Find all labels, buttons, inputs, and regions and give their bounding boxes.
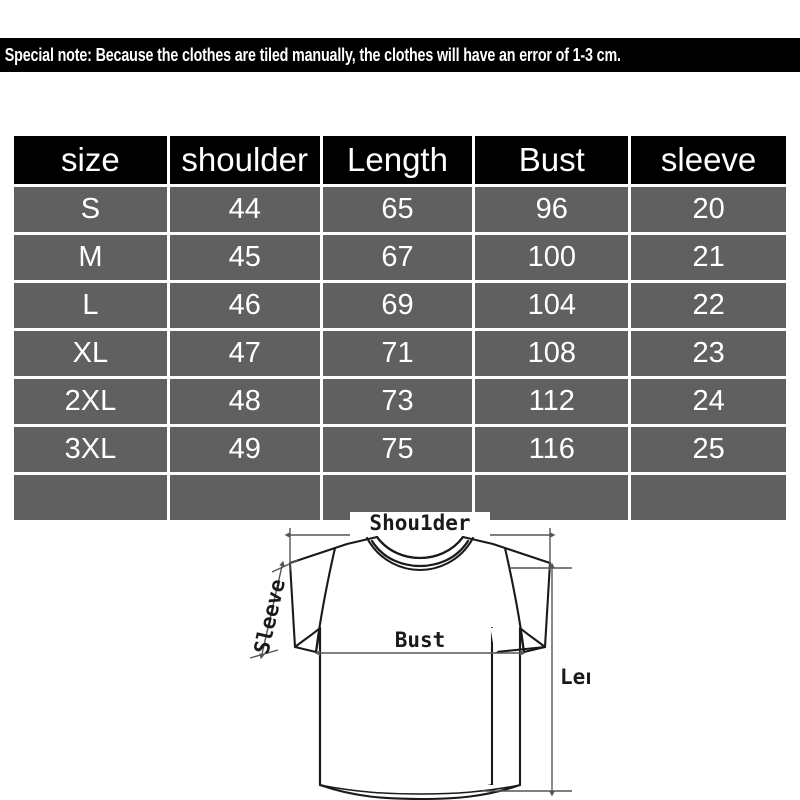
table-row-empty (14, 475, 786, 520)
cell-shoulder (169, 475, 320, 520)
bust-dimension: Bust (314, 628, 526, 656)
tshirt-measurement-diagram: Shou1der Sleeve Bust Length (220, 500, 590, 800)
cell-sleeve (631, 475, 786, 520)
table-row: S 44 65 96 20 (14, 187, 786, 232)
cell-size: 2XL (14, 379, 167, 424)
shoulder-dimension: Shou1der (284, 511, 556, 570)
cell-shoulder: 48 (169, 379, 320, 424)
size-chart-table: size shoulder Length Bust sleeve S 44 65… (14, 136, 786, 520)
cell-bust: 112 (475, 379, 629, 424)
column-header-size: size (14, 136, 167, 184)
cell-bust: 104 (475, 283, 629, 328)
table-row: 3XL 49 75 116 25 (14, 427, 786, 472)
cell-sleeve: 24 (631, 379, 786, 424)
table-row: L 46 69 104 22 (14, 283, 786, 328)
table-row: M 45 67 100 21 (14, 235, 786, 280)
length-dimension: Length (482, 562, 590, 797)
special-note-band: Special note: Because the clothes are ti… (0, 38, 800, 72)
cell-size: XL (14, 331, 167, 376)
table-row: 2XL 48 73 112 24 (14, 379, 786, 424)
cell-size: L (14, 283, 167, 328)
tshirt-outline (288, 535, 552, 800)
cell-size: 3XL (14, 427, 167, 472)
bust-label: Bust (395, 628, 446, 652)
cell-shoulder: 45 (169, 235, 320, 280)
cell-bust: 116 (475, 427, 629, 472)
cell-sleeve: 21 (631, 235, 786, 280)
cell-length: 75 (322, 427, 473, 472)
special-note-text: Special note: Because the clothes are ti… (4, 45, 621, 65)
column-header-bust: Bust (475, 136, 629, 184)
table-header-row: size shoulder Length Bust sleeve (14, 136, 786, 184)
column-header-sleeve: sleeve (631, 136, 786, 184)
cell-bust: 100 (475, 235, 629, 280)
column-header-length: Length (322, 136, 473, 184)
cell-shoulder: 47 (169, 331, 320, 376)
cell-shoulder: 49 (169, 427, 320, 472)
sleeve-label: Sleeve (249, 577, 289, 656)
cell-bust: 108 (475, 331, 629, 376)
cell-sleeve: 20 (631, 187, 786, 232)
cell-size (14, 475, 167, 520)
cell-bust: 96 (475, 187, 629, 232)
cell-length: 65 (322, 187, 473, 232)
cell-length: 71 (322, 331, 473, 376)
cell-length: 73 (322, 379, 473, 424)
cell-length: 69 (322, 283, 473, 328)
cell-shoulder: 46 (169, 283, 320, 328)
cell-size: S (14, 187, 167, 232)
shoulder-label: Shou1der (369, 511, 470, 535)
cell-length: 67 (322, 235, 473, 280)
cell-sleeve: 22 (631, 283, 786, 328)
cell-size: M (14, 235, 167, 280)
column-header-shoulder: shoulder (169, 136, 320, 184)
cell-sleeve: 23 (631, 331, 786, 376)
cell-sleeve: 25 (631, 427, 786, 472)
table-row: XL 47 71 108 23 (14, 331, 786, 376)
cell-bust (475, 475, 629, 520)
cell-shoulder: 44 (169, 187, 320, 232)
length-label: Length (560, 665, 590, 689)
